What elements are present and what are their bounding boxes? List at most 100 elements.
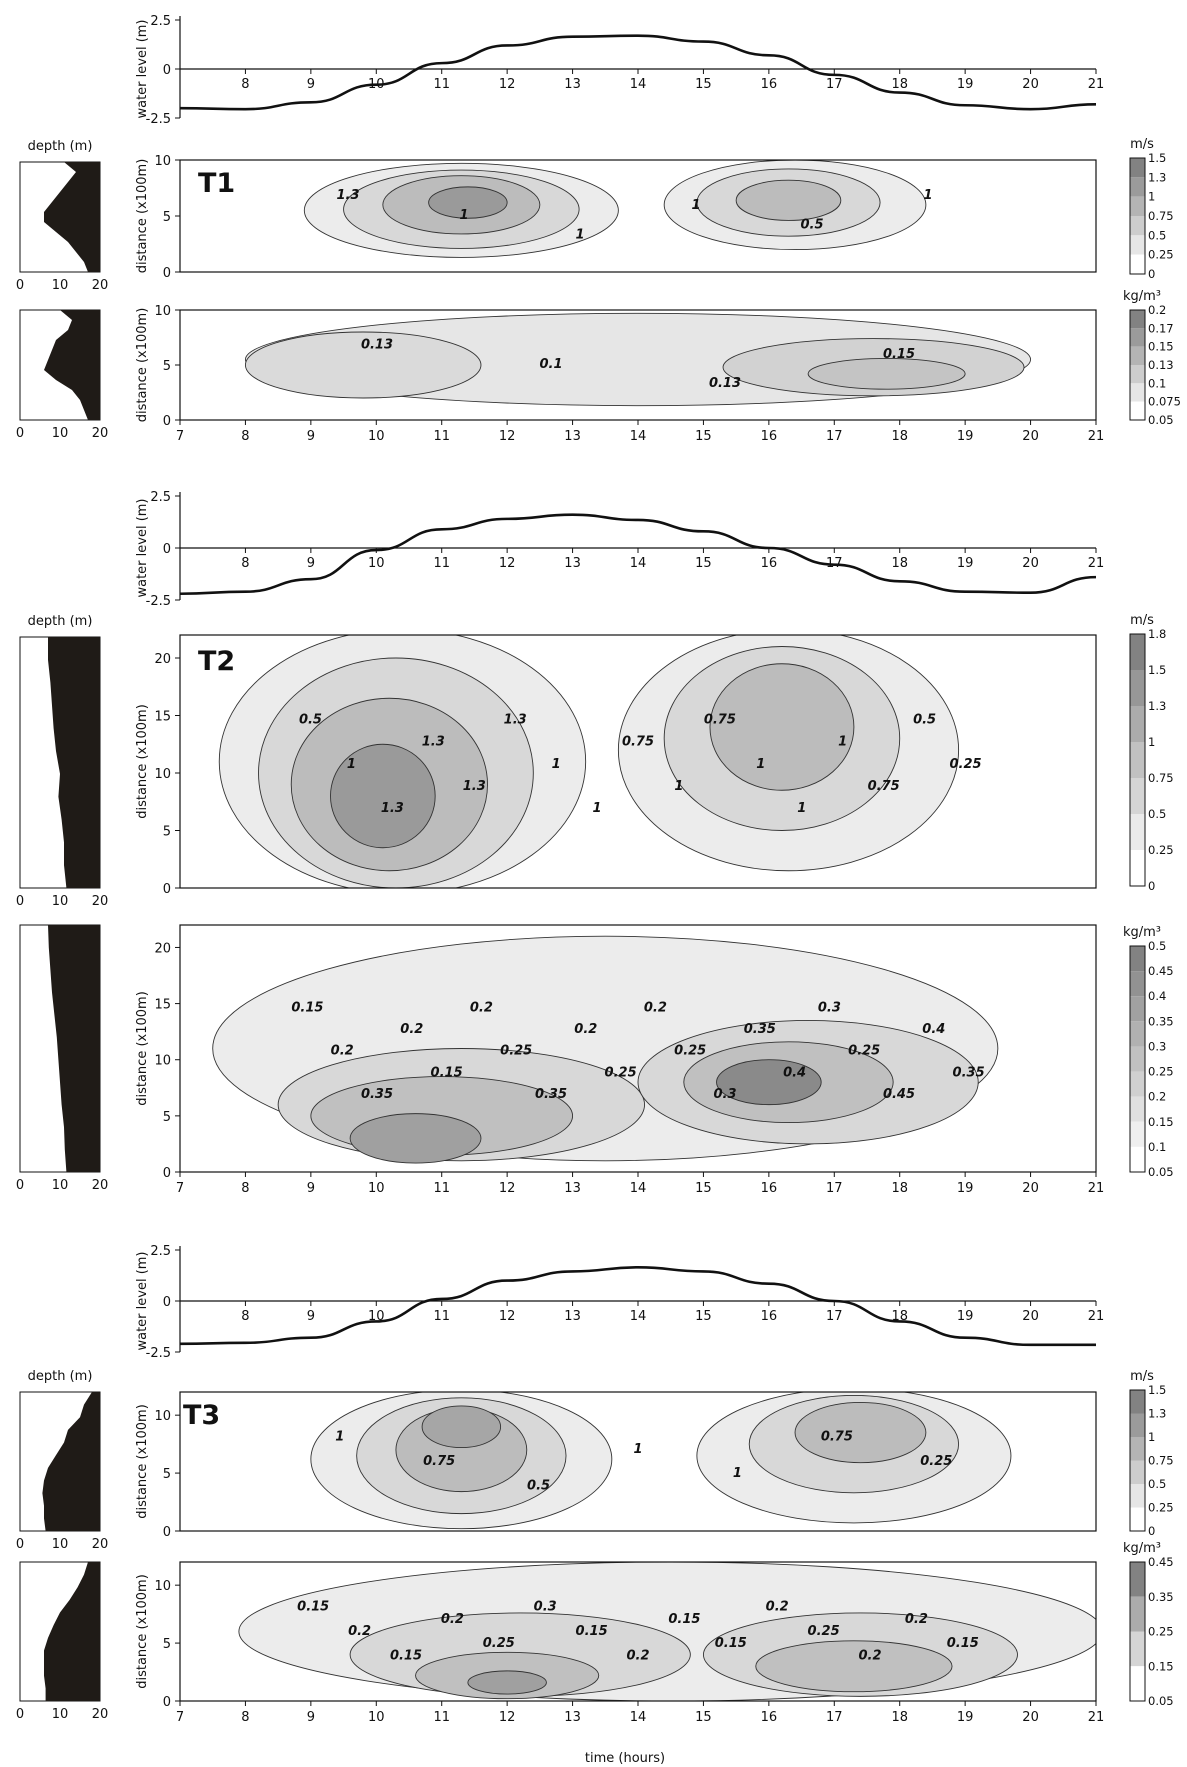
t2-velocity-ytick-label: 5: [163, 825, 171, 840]
t1-wl-xtick-label: 16: [761, 77, 778, 92]
t3-wl-ytick-label: -2.5: [146, 1346, 171, 1361]
t3-concentration-colorbar-label: 0.35: [1148, 1590, 1174, 1604]
t2-concentration-contour-label: 0.35: [953, 1065, 985, 1080]
t1-concentration-colorbar-step: [1130, 328, 1145, 347]
t1-con-xtick-label: 19: [957, 429, 974, 444]
t1-con-xtick-label: 8: [241, 429, 249, 444]
t1-wl-xtick-label: 15: [695, 77, 712, 92]
t1-con-xtick-label: 20: [1022, 429, 1039, 444]
t1-wl-xtick-label: 17: [826, 77, 843, 92]
t2-concentration-colorbar-label: 0.3: [1148, 1039, 1166, 1053]
t3-profile-bottom-bathymetry: [44, 1562, 100, 1701]
t2-velocity-ylabel: distance (x100m): [135, 704, 150, 819]
t3-velocity-contour-label: 1: [633, 1442, 642, 1457]
t2-concentration-colorbar-label: 0.2: [1148, 1090, 1166, 1104]
t2-concentration-contour-label: 0.4: [783, 1065, 806, 1080]
t2-velocity-contour-label: 0.25: [949, 757, 981, 772]
t2-velocity-ytick-label: 10: [154, 767, 171, 782]
t3-velocity-colorbar-label: 1.5: [1148, 1383, 1166, 1397]
t3-velocity-colorbar-label: 0: [1148, 1524, 1155, 1538]
t2-velocity-ytick-label: 0: [163, 882, 171, 897]
t2-wl-xtick-label: 16: [761, 556, 778, 571]
t2-velocity-contour-label: 1: [797, 801, 806, 816]
t3-concentration-contour-label: 0.25: [808, 1624, 840, 1639]
t2-concentration-colorbar-step: [1130, 971, 1145, 997]
t3-con-xtick-label: 11: [433, 1710, 450, 1725]
t1-wl-ylabel: water level (m): [135, 19, 150, 118]
t1-velocity-ytick-label: 5: [163, 210, 171, 225]
t2-velocity-colorbar-label: 1.8: [1148, 627, 1166, 641]
t1-velocity-colorbar-unit: m/s: [1130, 137, 1154, 152]
t2-concentration-ylabel: distance (x100m): [135, 991, 150, 1106]
t3-velocity-colorbar-label: 0.5: [1148, 1477, 1166, 1491]
t1-con-xtick-label: 18: [891, 429, 908, 444]
t1-profile-bottom-bathymetry: [44, 310, 100, 420]
t2-velocity-colorbar-label: 1: [1148, 735, 1155, 749]
t2-profile-bottom-xtick-label: 10: [52, 1178, 69, 1193]
t2-concentration-colorbar-step: [1130, 1021, 1145, 1047]
t2-con-xtick-label: 17: [826, 1181, 843, 1196]
t2-transect-name: T2: [198, 646, 235, 677]
t1-wl-ytick-label: 0: [163, 63, 171, 78]
t2-velocity-colorbar-label: 0.75: [1148, 771, 1174, 785]
t3-velocity-contour-label: 1: [733, 1466, 742, 1481]
t2-concentration-colorbar-label: 0.05: [1148, 1165, 1174, 1179]
t1-wl-ytick-label: -2.5: [146, 112, 171, 127]
t2-velocity-contour-label: 1: [593, 801, 602, 816]
t2-concentration-colorbar-label: 0.15: [1148, 1115, 1174, 1129]
t2-velocity-contour-label: 1.3: [504, 713, 527, 728]
t1-profile-top-bathymetry: [44, 162, 100, 272]
t2-concentration-colorbar-step: [1130, 1046, 1145, 1072]
t1-velocity-colorbar-step: [1130, 235, 1145, 255]
t1-velocity-colorbar-label: 0.5: [1148, 228, 1166, 242]
t3-profile-top-label: depth (m): [28, 1369, 93, 1384]
t1-concentration-colorbar-step: [1130, 383, 1145, 402]
t2-concentration-contour-label: 0.45: [883, 1087, 915, 1102]
t2-profile-top-label: depth (m): [28, 614, 93, 629]
t1-velocity-contour-band: [735, 179, 842, 221]
t1-profile-bottom-xtick-label: 20: [92, 426, 109, 441]
t2-wl-ylabel: water level (m): [135, 498, 150, 597]
t1-profile-bottom-xtick-label: 10: [52, 426, 69, 441]
t3-con-xtick-label: 14: [630, 1710, 647, 1725]
t3-concentration-colorbar-label: 0.15: [1148, 1659, 1174, 1673]
t1-con-xtick-label: 10: [368, 429, 385, 444]
t3-concentration-contour-label: 0.15: [390, 1648, 422, 1663]
t2-concentration-colorbar-label: 0.5: [1148, 939, 1166, 953]
t3-velocity-contour-label: 1: [335, 1430, 344, 1445]
t3-con-xtick-label: 13: [564, 1710, 581, 1725]
t2-concentration-field: [212, 935, 999, 1164]
t2-velocity-colorbar-step: [1130, 778, 1145, 814]
t2-concentration-colorbar-label: 0.45: [1148, 964, 1174, 978]
t3-con-xtick-label: 10: [368, 1710, 385, 1725]
t1-velocity-colorbar-label: 0.25: [1148, 248, 1174, 262]
t2-velocity-frame: [179, 634, 1097, 889]
t1-velocity-colorbar-label: 1.5: [1148, 151, 1166, 165]
t2-velocity-colorbar-step: [1130, 670, 1145, 706]
t1-wl-xtick-label: 21: [1088, 77, 1105, 92]
t2-concentration-contour-label: 0.15: [291, 1000, 323, 1015]
t1-velocity-colorbar-label: 0: [1148, 267, 1155, 281]
t2-velocity-contour-label: 0.5: [913, 713, 936, 728]
t1-con-xtick-label: 13: [564, 429, 581, 444]
t1-concentration-ytick-label: 10: [154, 304, 171, 319]
t2-wl-xtick-label: 10: [368, 556, 385, 571]
t1-con-xtick-label: 21: [1088, 429, 1105, 444]
t3-velocity-colorbar-step: [1130, 1437, 1145, 1461]
t3-velocity-colorbar-label: 0.25: [1148, 1501, 1174, 1515]
t2-wl-xtick-label: 9: [307, 556, 315, 571]
t2-velocity-colorbar-label: 0: [1148, 879, 1155, 893]
t3-profile-top-xtick-label: 20: [92, 1537, 109, 1552]
t1-concentration-colorbar-step: [1130, 310, 1145, 329]
t3-water-level-line: [179, 1266, 1096, 1347]
t1-con-xtick-label: 9: [307, 429, 315, 444]
t1-con-xtick-label: 17: [826, 429, 843, 444]
t3-profile-top-xtick-label: 0: [16, 1537, 24, 1552]
t3-con-xtick-label: 9: [307, 1710, 315, 1725]
t1-transect-name: T1: [198, 168, 235, 199]
t2-velocity-colorbar-label: 1.3: [1148, 699, 1166, 713]
t2-con-xtick-label: 16: [761, 1181, 778, 1196]
t3-velocity-colorbar-frame: [1129, 1389, 1146, 1532]
t1-velocity-contour-label: 1: [691, 198, 700, 213]
t2-velocity-contour-label: 0.75: [868, 779, 900, 794]
